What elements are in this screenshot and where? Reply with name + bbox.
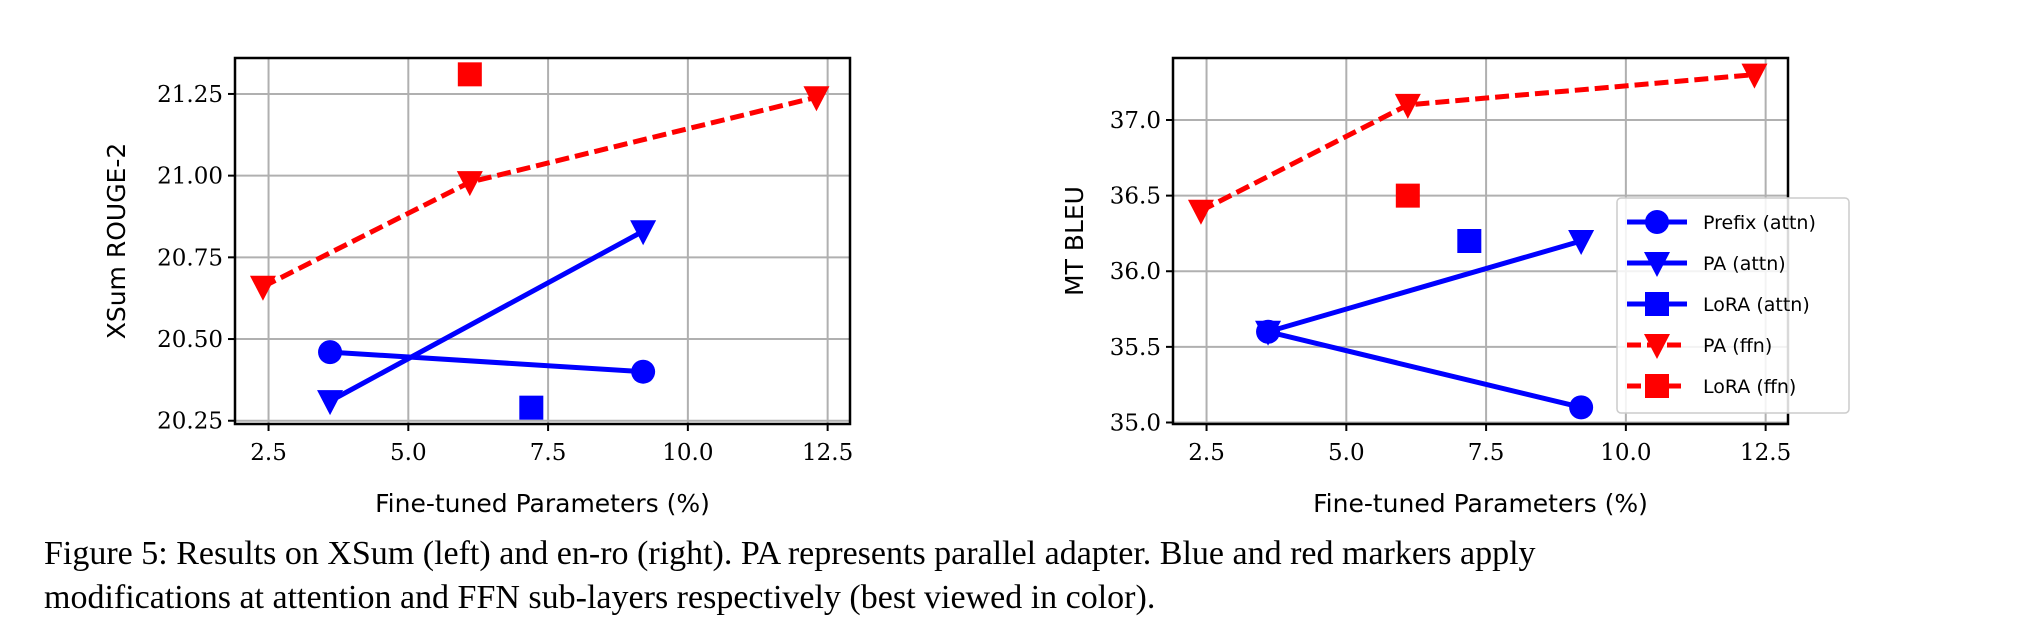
series-line [329,349,644,375]
legend-label: LoRA (attn) [1703,294,1810,316]
data-point [457,62,482,87]
series-line [1267,329,1582,410]
data-point [1741,63,1768,89]
legend-box [1616,197,1850,414]
series-pa-attn [317,220,657,416]
y-tick-label: 35.0 [1110,410,1161,436]
data-point [318,340,343,365]
data-point [1569,395,1594,420]
charts: 2.5 5.0 7.5 10.0 12.5 20.25 20.50 20.75 21.00 21.… [102,56,1850,518]
legend-marker [1645,292,1669,316]
y-tick-label: 21.25 [157,82,223,108]
data-point [803,86,830,112]
data-point [1568,230,1595,255]
legend-label: LoRA (ffn) [1703,376,1796,398]
caption-line-2: modifications at attention and FFN sub-l… [44,579,1156,616]
y-axis-label: MT BLEU [1060,186,1089,296]
series-line [1199,72,1755,213]
legend-marker [1644,252,1670,277]
x-tick-label: 12.5 [1740,440,1791,466]
x-axis-label: Fine-tuned Parameters (%) [1313,489,1648,518]
x-tick-label: 5.0 [390,440,427,466]
legend-label: PA (attn) [1703,253,1786,275]
mt-chart: 2.5 5.0 7.5 10.0 12.5 35.0 35.5 36.0 36.5 37.0 Fin… [1060,56,1850,518]
x-axis-label: Fine-tuned Parameters (%) [375,489,710,518]
legend-marker [1644,334,1670,359]
y-tick-label: 35.5 [1110,335,1161,361]
y-tick-label: 20.25 [157,409,223,435]
x-tick-label: 12.5 [802,440,853,466]
series-line [1267,238,1582,335]
y-axis-label: XSum ROUGE-2 [102,143,131,340]
series-prefix-attn [1256,319,1594,420]
series-line [328,228,645,404]
y-tick-label: 21.00 [157,164,223,190]
data-point [249,275,276,301]
data-point [631,359,656,384]
y-tick-label: 36.0 [1110,259,1161,285]
legend-label: Prefix (attn) [1703,212,1816,234]
x-tick-label: 2.5 [250,440,287,466]
y-tick-label: 37.0 [1110,108,1161,134]
series-lora-attn [519,395,544,420]
series-lora-ffn [457,62,482,87]
series-lora-attn [1457,229,1482,253]
axes-frame [233,56,852,426]
series-lora-ffn [1395,183,1420,208]
x-tick-label: 5.0 [1328,440,1365,466]
y-tick-label: 20.50 [157,327,223,353]
data-point [317,390,344,416]
xsum-chart: 2.5 5.0 7.5 10.0 12.5 20.25 20.50 20.75 21.00 21.… [102,56,853,518]
data-point [519,395,544,420]
series-pa-attn [1255,230,1595,346]
legend-marker [1645,210,1669,234]
data-point [1187,199,1214,225]
data-point [1457,229,1482,253]
data-point [1395,183,1420,208]
x-tick-label: 7.5 [1468,440,1505,466]
data-point [1255,320,1282,346]
x-tick-label: 10.0 [662,440,713,466]
legend-marker [1645,374,1669,398]
figure-caption: Figure 5: Results on XSum (left) and en-… [44,532,2024,620]
data-point [1394,93,1421,119]
y-tick-label: 36.5 [1110,184,1161,210]
x-tick-label: 10.0 [1600,440,1651,466]
series-pa-ffn [249,86,830,301]
series-pa-ffn [1187,63,1768,225]
legend-label: PA (ffn) [1703,335,1772,357]
y-tick-label: 20.75 [157,245,223,271]
data-point [456,171,483,197]
x-tick-label: 2.5 [1188,440,1225,466]
series-prefix-attn [318,340,656,384]
data-point [630,220,657,246]
legend: Prefix (attn) PA (attn) LoRA (attn) PA (ffn… [1616,197,1850,414]
caption-line-1: Figure 5: Results on XSum (left) and en-… [44,535,1536,572]
x-tick-label: 7.5 [530,440,567,466]
